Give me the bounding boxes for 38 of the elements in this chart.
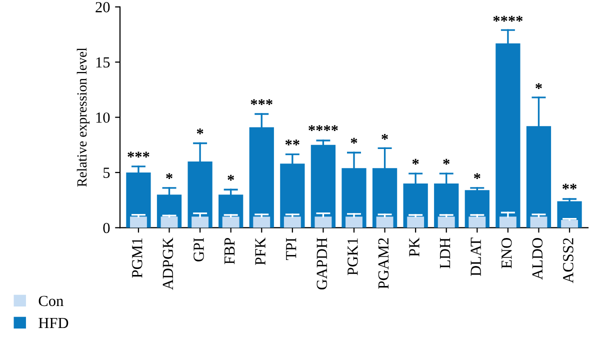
- annotation: ****: [493, 16, 523, 22]
- annotation: *: [228, 174, 234, 181]
- x-tick-label: ACSS2: [563, 238, 574, 284]
- annotation: *: [382, 134, 388, 140]
- annotation: *: [474, 173, 480, 179]
- annotation: *: [196, 128, 204, 134]
- x-tick-label: PGAM2: [378, 238, 389, 289]
- x-tick-label: PFK: [255, 238, 266, 266]
- annotation: **: [285, 140, 300, 146]
- annotation: *: [412, 158, 419, 165]
- x-tick-label: TPI: [286, 238, 296, 260]
- y-axis-title: Relative expression level: [76, 48, 90, 187]
- annotation: ***: [250, 99, 272, 106]
- y-tick-label: 5: [104, 168, 110, 178]
- y-tick-label: 0: [103, 222, 110, 234]
- y-tick-label: 10: [96, 112, 110, 123]
- x-tick-label: GPI: [194, 238, 204, 262]
- x-tick-label: LDH: [440, 238, 450, 268]
- x-tick-label: PGK1: [348, 238, 358, 276]
- legend-label: Con: [38, 296, 64, 306]
- x-tick-label: ADPGK: [162, 238, 174, 290]
- annotation: *: [443, 158, 450, 165]
- x-tick-label: FBP: [224, 238, 235, 264]
- annotation: *: [350, 138, 358, 144]
- annotation: *: [536, 83, 542, 90]
- annotation: *: [166, 173, 172, 179]
- x-tick-label: PGM1: [132, 238, 142, 278]
- legend-label: HFD: [38, 318, 68, 328]
- annotation: ****: [308, 125, 338, 131]
- annotation: **: [562, 184, 577, 190]
- y-tick-label: 20: [96, 2, 110, 12]
- y-tick-label: 15: [96, 57, 110, 68]
- x-tick-label: GAPDH: [316, 238, 328, 290]
- x-tick-label: PK: [409, 238, 420, 257]
- x-tick-label: DLAT: [470, 238, 481, 276]
- x-tick-label: ALDO: [532, 238, 543, 280]
- x-tick-label: ENO: [502, 238, 512, 268]
- annotation: ***: [128, 152, 150, 158]
